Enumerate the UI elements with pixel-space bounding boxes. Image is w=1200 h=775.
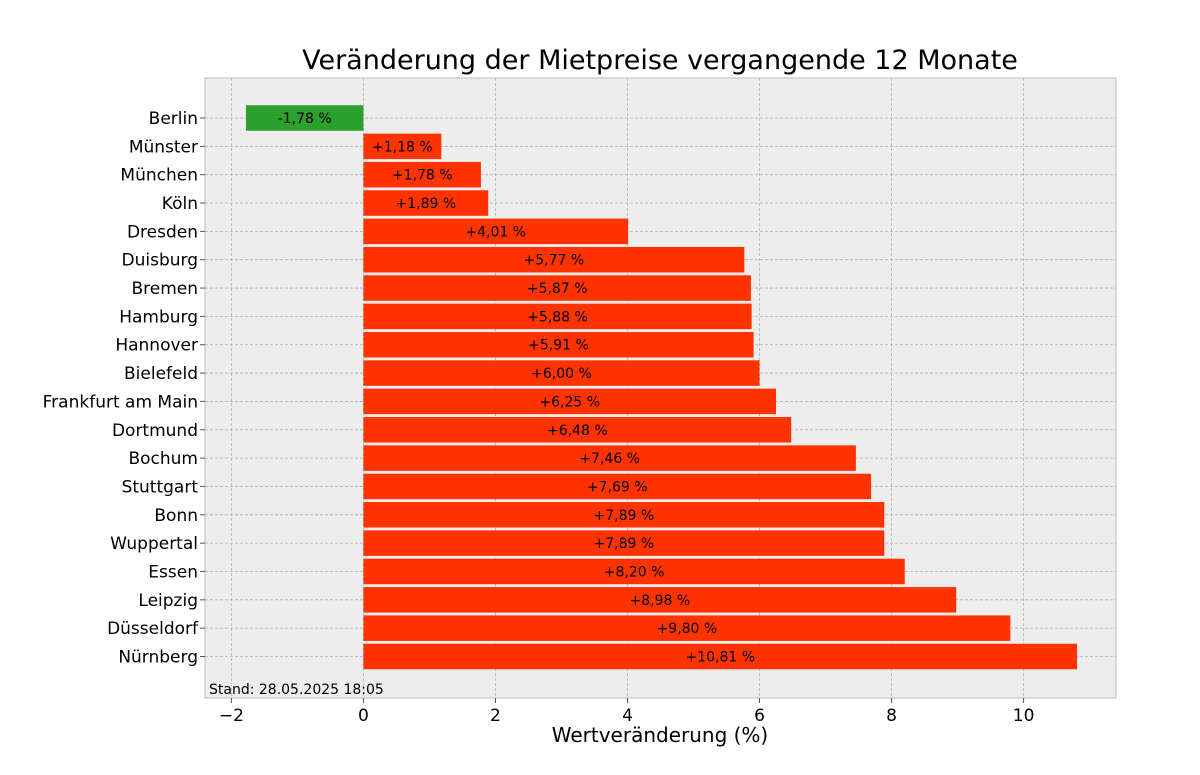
bar-value-label: +4,01 % <box>465 224 526 240</box>
y-tick-label: Berlin <box>149 109 198 129</box>
y-tick-label: Düsseldorf <box>107 619 199 639</box>
bar-wuppertal <box>363 530 885 556</box>
y-tick-label: Stuttgart <box>122 477 199 497</box>
x-tick-labels: −2 0 2 4 6 8 10 <box>219 698 1035 726</box>
bar-munster <box>363 133 442 160</box>
bar-duisburg <box>363 246 745 273</box>
y-tick-label: Bochum <box>128 449 198 469</box>
bar-bonn <box>363 502 885 528</box>
bar-essen <box>363 558 905 585</box>
y-tick-label: Duisburg <box>122 251 199 271</box>
x-tick-label: 6 <box>754 706 765 726</box>
x-tick-label: −2 <box>219 706 244 726</box>
bar-koln <box>363 190 489 216</box>
bar-value-label: +5,77 % <box>524 253 585 269</box>
y-tick-label: Münster <box>129 137 198 157</box>
chart-title: Veränderung der Mietpreise vergangende 1… <box>302 45 1018 76</box>
x-tick-label: 2 <box>490 706 501 726</box>
labels-layer: -1,78 % +1,18 % +1,78 % +1,89 % +4,01 % +5,77… <box>278 111 755 666</box>
bar-value-label: +6,00 % <box>531 366 592 382</box>
y-tick-label: Hamburg <box>119 307 198 327</box>
bar-berlin <box>245 105 364 131</box>
bar-value-label: +6,25 % <box>539 394 600 410</box>
x-tick-label: 4 <box>622 706 633 726</box>
y-tick-label: Bielefeld <box>124 364 198 384</box>
bar-hamburg <box>363 303 752 330</box>
y-tick-labels: Berlin Münster München Köln Dresden Duisburg B… <box>43 109 205 668</box>
y-tick-label: Köln <box>162 194 198 214</box>
bar-value-label: +5,88 % <box>527 309 588 325</box>
y-tick-label: Essen <box>148 562 198 582</box>
footnote-timestamp: Stand: 28.05.2025 18:05 <box>209 682 384 698</box>
y-tick-label: Dortmund <box>112 421 198 441</box>
y-tick-label: Bremen <box>131 279 198 299</box>
bar-nurnberg <box>363 643 1078 670</box>
bar-value-label: +7,89 % <box>594 508 655 524</box>
bar-value-label: +1,78 % <box>392 168 453 184</box>
bar-dusseldorf <box>363 615 1011 641</box>
bar-value-label: +7,46 % <box>579 451 640 467</box>
bar-bielefeld <box>363 360 760 386</box>
bar-munchen <box>363 161 481 188</box>
y-tick-label: Leipzig <box>138 591 198 611</box>
bar-stuttgart <box>363 473 872 500</box>
y-tick-label: Dresden <box>127 222 198 242</box>
y-tick-label: Hannover <box>115 336 198 356</box>
bar-value-label: +6,48 % <box>547 423 608 439</box>
bar-frankfurt-am-main <box>363 388 777 415</box>
bar-bochum <box>363 445 856 471</box>
bars-layer <box>245 105 1078 670</box>
y-tick-label: Nürnberg <box>118 648 198 668</box>
bar-value-label: +10,81 % <box>685 650 755 666</box>
x-tick-label: 10 <box>1013 706 1035 726</box>
bar-hannover <box>363 331 754 358</box>
bar-value-label: +5,87 % <box>527 281 588 297</box>
x-axis-label: Wertveränderung (%) <box>552 723 769 747</box>
x-tick-label: 8 <box>886 706 897 726</box>
bar-value-label: +9,80 % <box>657 621 718 637</box>
bar-value-label: +8,20 % <box>604 564 665 580</box>
bar-leipzig <box>363 587 957 613</box>
bar-value-label: +7,69 % <box>587 479 648 495</box>
bar-value-label: +8,98 % <box>630 593 691 609</box>
bar-value-label: +1,89 % <box>395 196 456 212</box>
y-tick-label: München <box>120 166 198 186</box>
bar-value-label: -1,78 % <box>278 111 332 127</box>
bar-value-label: +5,91 % <box>528 338 589 354</box>
x-tick-label: 0 <box>358 706 369 726</box>
y-tick-label: Wuppertal <box>110 534 198 554</box>
bar-value-label: +7,89 % <box>594 536 655 552</box>
y-tick-label: Frankfurt am Main <box>43 392 198 412</box>
bar-value-label: +1,18 % <box>372 139 433 155</box>
y-tick-label: Bonn <box>154 506 198 526</box>
bar-dresden <box>363 218 629 245</box>
bar-bremen <box>363 275 751 301</box>
bar-dortmund <box>363 417 792 443</box>
